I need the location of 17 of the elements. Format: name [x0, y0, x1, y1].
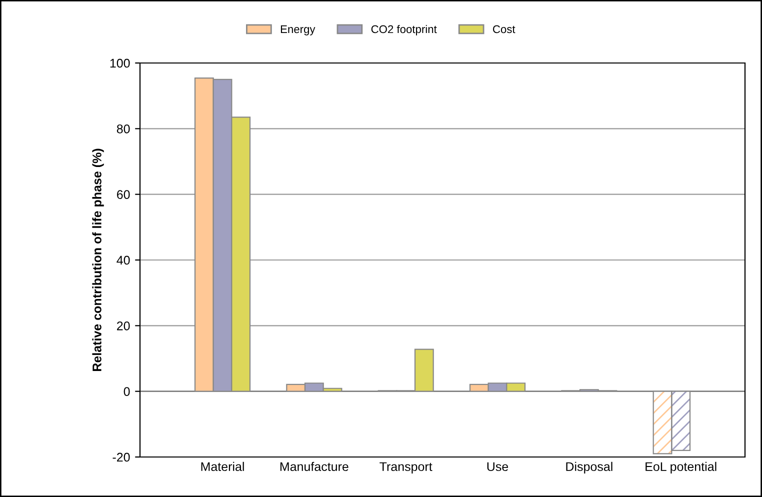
- legend-label: Energy: [280, 25, 316, 36]
- y-tick-label: 60: [117, 190, 130, 199]
- y-axis-title: Relative contribution of life phase (%): [92, 148, 104, 371]
- x-tick-label: Material: [201, 462, 244, 472]
- y-tick-label: 100: [110, 58, 130, 68]
- x-tick-label: Disposal: [566, 462, 612, 474]
- x-tick-label: Use: [487, 462, 508, 472]
- y-tick-label: -20: [112, 452, 130, 462]
- legend-label: Cost: [493, 25, 516, 34]
- x-tick-label: Manufacture: [280, 462, 348, 472]
- x-tick-label: EoL potential: [646, 462, 716, 474]
- y-tick-label: 40: [116, 256, 130, 265]
- legend-label: CO2 footprint: [371, 24, 437, 36]
- y-tick-label: 80: [116, 124, 130, 134]
- x-tick-label: Transport: [380, 462, 432, 474]
- y-tick-label: 20: [117, 321, 130, 330]
- y-tick-label: 0: [124, 387, 130, 396]
